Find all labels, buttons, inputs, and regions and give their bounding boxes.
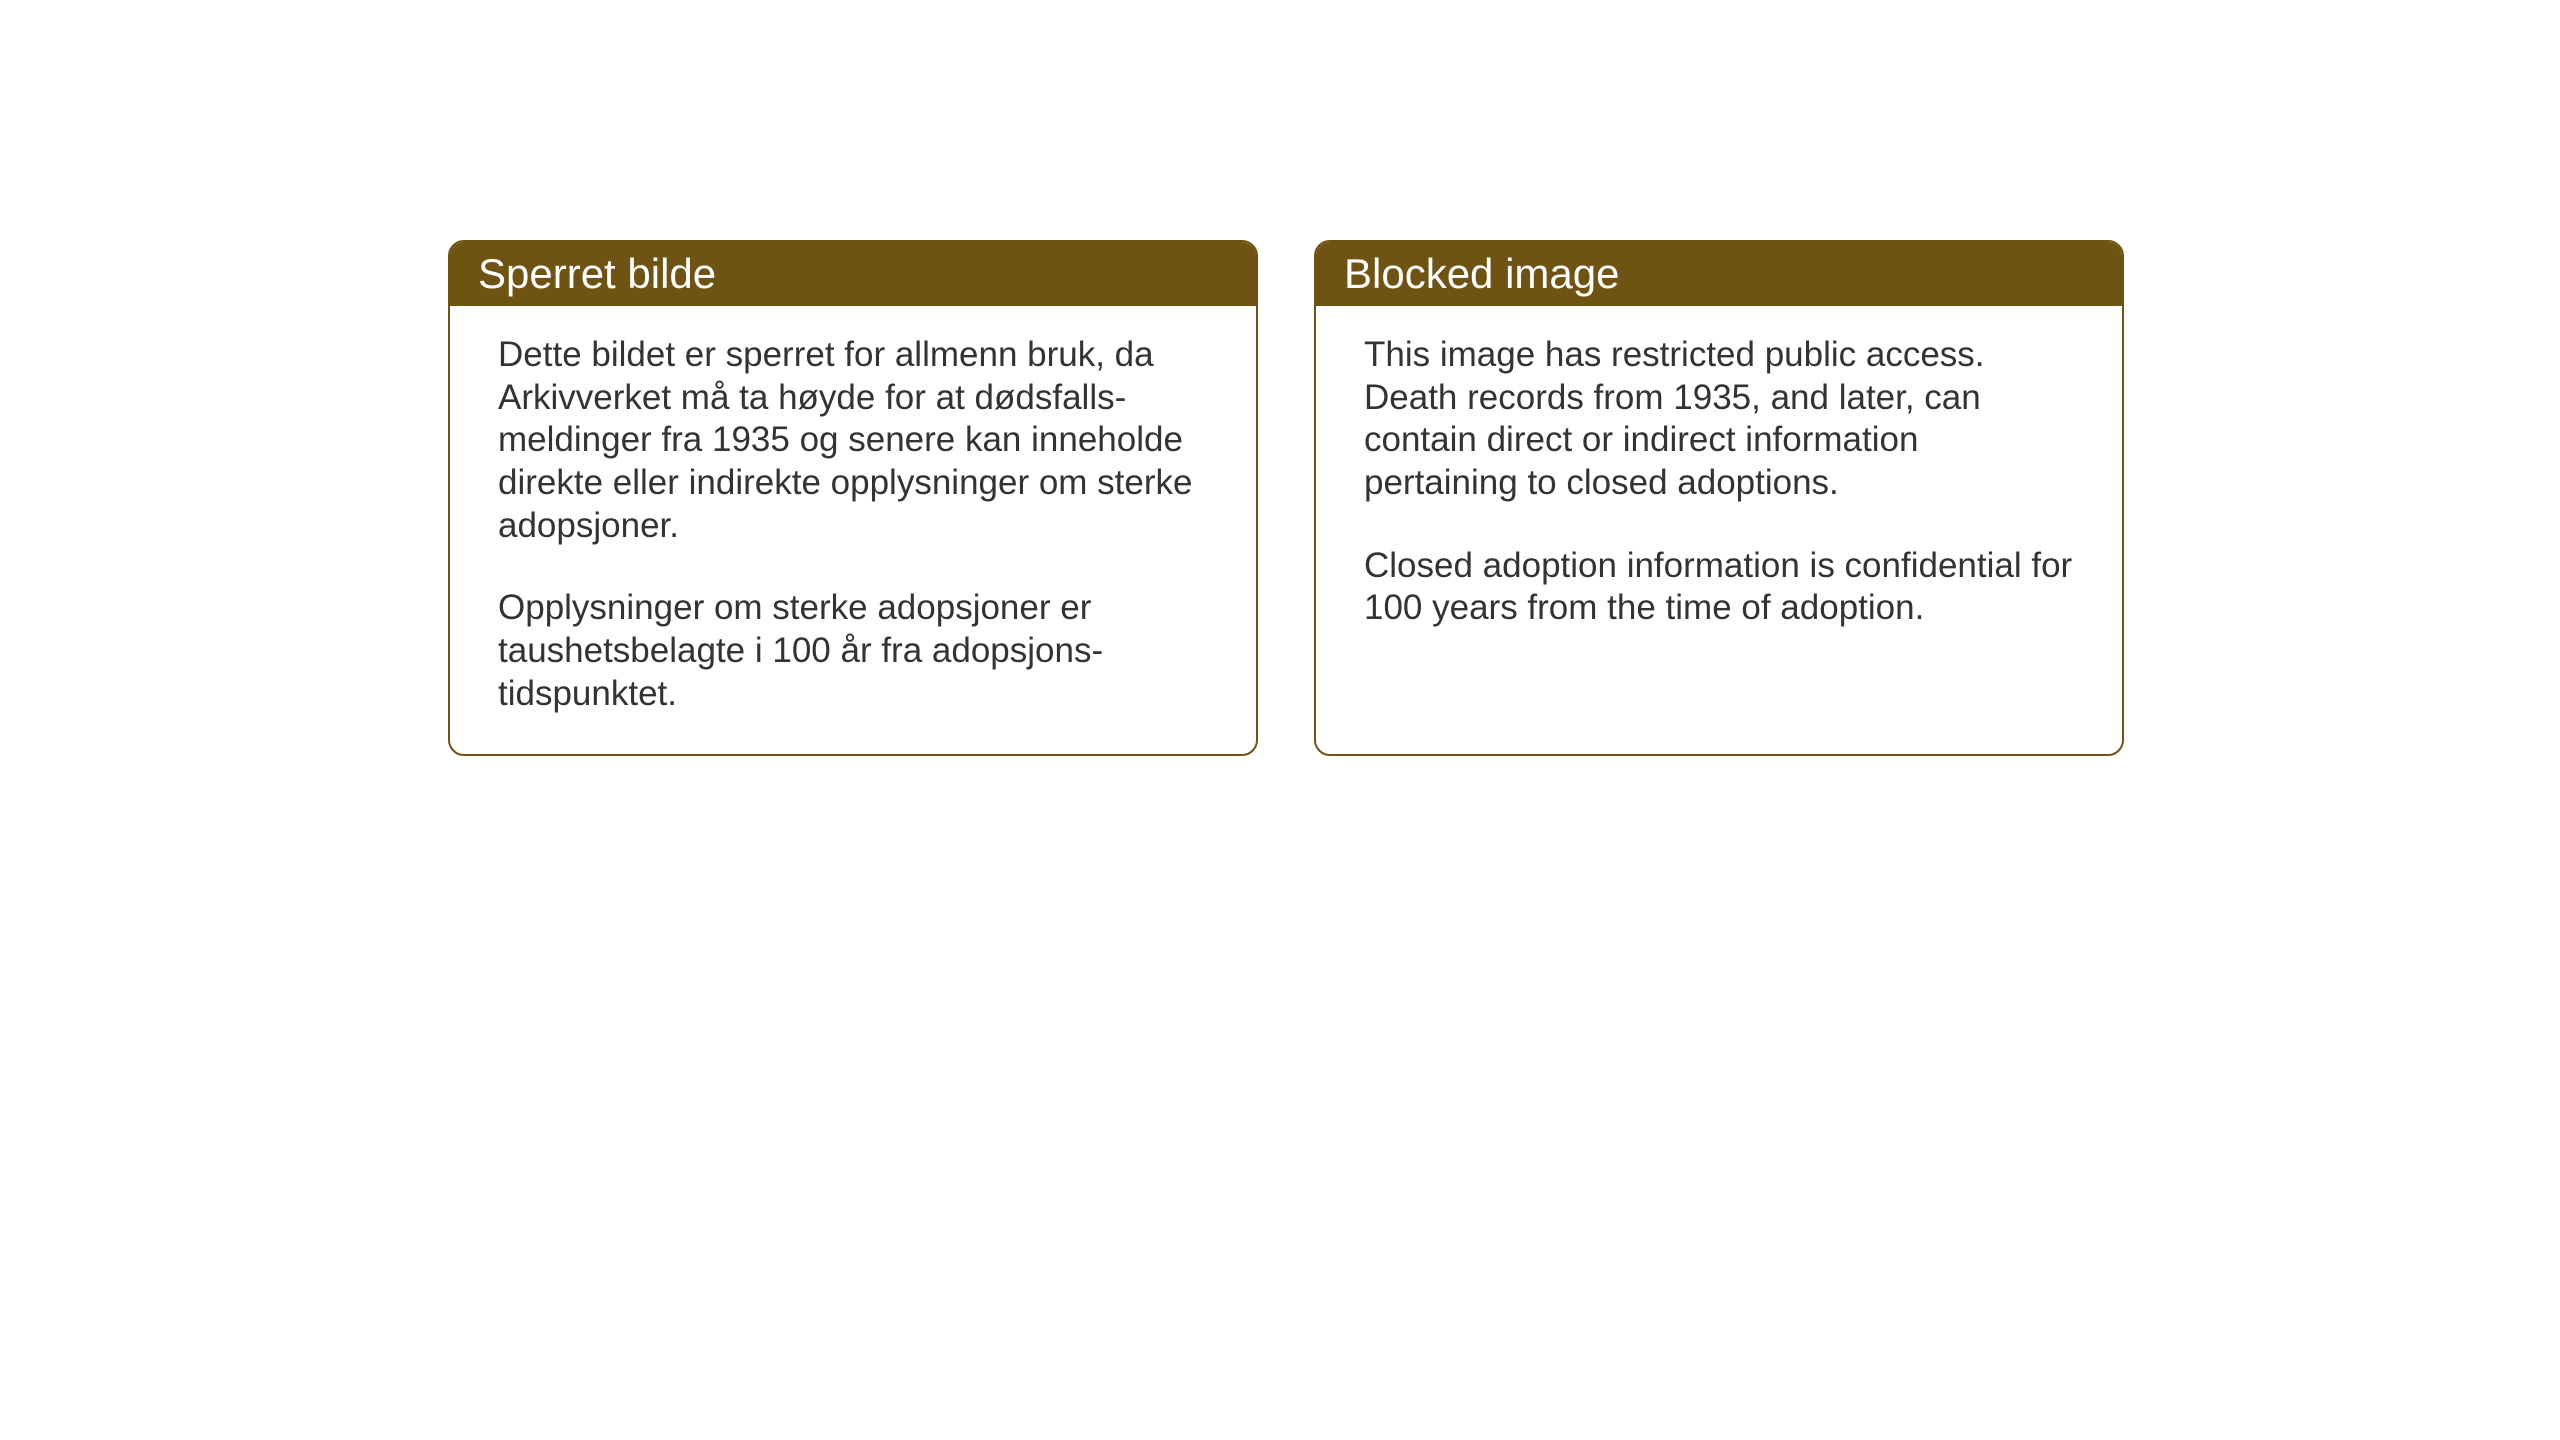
notice-card-english: Blocked image This image has restricted …: [1314, 240, 2124, 756]
card-body-norwegian: Dette bildet er sperret for allmenn bruk…: [450, 306, 1256, 754]
card-header-english: Blocked image: [1316, 242, 2122, 306]
card-paragraph-1-norwegian: Dette bildet er sperret for allmenn bruk…: [498, 334, 1208, 547]
notice-cards-container: Sperret bilde Dette bildet er sperret fo…: [448, 240, 2124, 756]
card-body-english: This image has restricted public access.…: [1316, 306, 2122, 754]
card-title-english: Blocked image: [1344, 250, 1619, 297]
card-paragraph-1-english: This image has restricted public access.…: [1364, 334, 2074, 505]
card-header-norwegian: Sperret bilde: [450, 242, 1256, 306]
card-title-norwegian: Sperret bilde: [478, 250, 716, 297]
notice-card-norwegian: Sperret bilde Dette bildet er sperret fo…: [448, 240, 1258, 756]
card-paragraph-2-norwegian: Opplysninger om sterke adopsjoner er tau…: [498, 587, 1208, 715]
card-paragraph-2-english: Closed adoption information is confident…: [1364, 545, 2074, 630]
